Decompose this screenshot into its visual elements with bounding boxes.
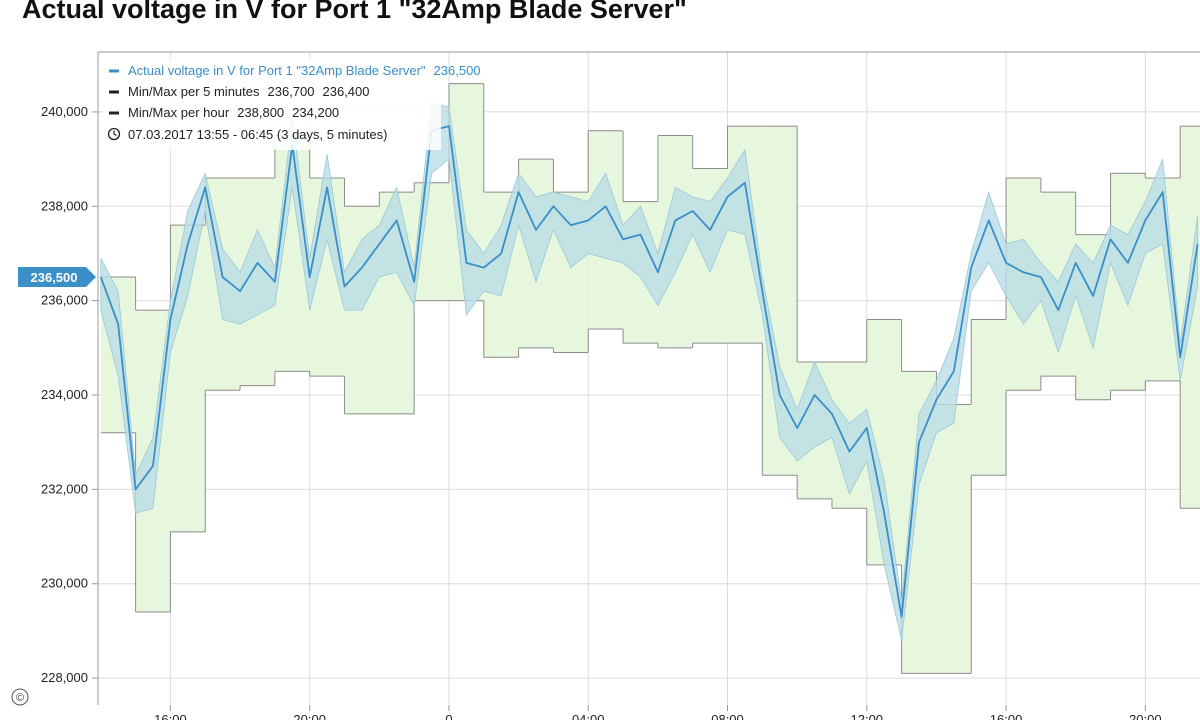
legend: Actual voltage in V for Port 1 "32Amp Bl…	[103, 58, 481, 150]
x-tick-label: 12:00	[851, 712, 884, 720]
legend-name: Min/Max per 5 minutes	[128, 84, 260, 99]
x-tick-label: 20:00	[293, 712, 326, 720]
plot-area	[99, 83, 1200, 674]
hourly-band	[971, 319, 1007, 476]
chart-title: Actual voltage in V for Port 1 "32Amp Bl…	[22, 0, 687, 24]
time-range: 07.03.2017 13:55 - 06:45 (3 days, 5 minu…	[128, 127, 387, 142]
x-tick-label: 16:00	[990, 712, 1023, 720]
y-tick-label: 240,000	[41, 104, 88, 119]
current-value-label: 236,500	[31, 270, 78, 285]
y-tick-label: 234,000	[41, 387, 88, 402]
x-tick-label: 04:00	[572, 712, 605, 720]
hourly-band	[936, 404, 972, 674]
legend-value: 236,700	[268, 84, 315, 99]
voltage-line	[99, 125, 1199, 618]
y-tick-label: 236,000	[41, 293, 88, 308]
copyright-symbol: ©	[16, 692, 24, 704]
clock-hands	[113, 130, 117, 137]
x-tick-label: 0	[445, 712, 452, 720]
legend-name: Actual voltage in V for Port 1 "32Amp Bl…	[128, 63, 426, 78]
legend-value: 238,800	[237, 105, 284, 120]
x-tick-label: 08:00	[711, 712, 744, 720]
copyright: ©	[11, 688, 29, 706]
copyright-badge	[11, 688, 29, 706]
x-tick-label: 20:00	[1129, 712, 1162, 720]
y-tick-label: 228,000	[41, 670, 88, 685]
five-minute-band	[100, 101, 1198, 641]
legend-value: 236,400	[323, 84, 370, 99]
y-tick-label: 230,000	[41, 576, 88, 591]
current-value-badge	[18, 267, 96, 288]
legend-label: Min/Max per hour 238,800 234,200	[128, 105, 339, 120]
legend-name: Min/Max per hour	[128, 105, 230, 120]
legend-label: Min/Max per 5 minutes 236,700 236,400	[128, 84, 370, 99]
legend-value: 234,200	[292, 105, 339, 120]
legend-box	[103, 58, 441, 150]
x-tick-label: 16:00	[154, 712, 187, 720]
legend-value: 236,500	[434, 63, 481, 78]
legend-label: Actual voltage in V for Port 1 "32Amp Bl…	[128, 63, 481, 78]
axes: 228,000 230,000 232,000 234,000 236,000 238,0…	[18, 104, 1162, 720]
clock-icon	[107, 127, 121, 141]
y-tick-label: 232,000	[41, 481, 88, 496]
y-tick-label: 238,000	[41, 198, 88, 213]
